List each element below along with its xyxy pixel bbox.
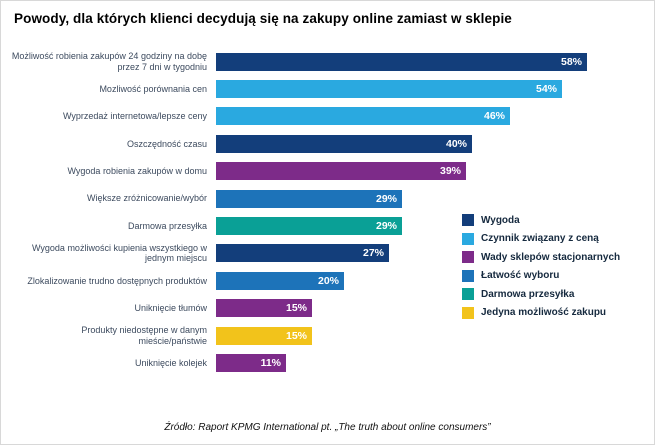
chart-row: Wyprzedaż internetowa/lepsze ceny 46% [11,103,647,130]
bar-chart: Możliwość robienia zakupów 24 godziny na… [11,48,647,377]
legend-label: Czynnik związany z ceną [481,233,599,244]
value-label: 15% [285,329,307,342]
category-label: Większe zróżnicowanie/wybór [86,193,207,204]
chart-row: Darmowa przesyłka 29% [11,212,647,239]
legend-item: Wady sklepów stacjonarnych [462,251,620,263]
chart-row: Zlokalizowanie trudno dostępnych produkt… [11,267,647,294]
bar-track: 39% [216,162,647,181]
source-caption: Źródło: Raport KPMG International pt. „T… [164,422,491,433]
value-label: 20% [317,274,339,287]
category-label: Wygoda możliwości kupienia wszystkiego w… [32,242,207,264]
chart-row: Większe zróżnicowanie/wybór 29% [11,185,647,212]
category-label: Produkty niedostępne w danym mieście/pań… [81,324,207,346]
value-label: 27% [362,247,384,260]
chart-row: Mozliwość porównania cen 54% [11,75,647,102]
category-label: Oszczędność czasu [126,138,207,149]
bar: 29% [216,189,402,208]
legend-label: Jedyna możliwość zakupu [481,307,607,318]
legend-label: Łatwość wyboru [481,270,560,281]
bar: 27% [216,244,389,263]
legend-item: Łatwość wyboru [462,269,620,282]
legend-item: Wygoda [462,214,620,226]
bar-track: 15% [216,326,647,345]
legend-item: Czynnik związany z ceną [462,232,620,245]
value-label: 29% [375,192,397,205]
legend-swatch [462,288,474,300]
category-label: Zlokalizowanie trudno dostępnych produkt… [27,275,207,286]
bar-track: 27% [216,244,647,263]
chart-row: Oszczędność czasu 40% [11,130,647,157]
chart-row: Uniknięcie kolejek 11% [11,349,647,376]
bar: 20% [216,271,344,290]
bar-track: 15% [216,299,647,318]
legend-label: Darmowa przesyłka [481,288,575,300]
chart-row: Wygoda możliwości kupienia wszystkiego w… [11,240,647,267]
legend-swatch [462,214,474,226]
legend: Wygoda Czynnik związany z ceną Wady sklepó… [462,214,620,325]
value-label: 40% [445,137,467,150]
bar-track: 29% [216,189,647,208]
bar: 46% [216,107,510,126]
category-label: Wygoda robienia zakupów w domu [67,165,208,176]
chart-row: Produkty niedostępne w danym mieście/pań… [11,322,647,349]
value-label: 15% [285,302,307,315]
bar-track: 20% [216,271,647,290]
bar: 39% [216,162,466,181]
bar: 40% [216,134,472,153]
bar-track: 46% [216,107,647,126]
value-label: 58% [560,55,582,68]
value-label: 39% [439,165,461,178]
chart-row: Wygoda robienia zakupów w domu 39% [11,158,647,185]
bar-track: 58% [216,52,647,71]
bar-track: 29% [216,217,647,236]
category-label: Darmowa przesyłka [127,220,207,231]
bar: 58% [216,52,587,71]
value-label: 46% [483,110,505,123]
legend-swatch [462,251,474,263]
bar-track: 40% [216,134,647,153]
legend-swatch [462,269,474,282]
category-label: Uniknięcie tłumów [134,302,207,313]
value-label: 29% [375,220,397,233]
value-label: 11% [260,356,281,369]
value-label: 54% [535,83,557,96]
bar: 15% [216,299,312,318]
chart-row: Możliwość robienia zakupów 24 godziny na… [11,48,647,75]
chart-row: Uniknięcie tłumów 15% [11,295,647,322]
legend-label: Wygoda [481,214,520,226]
bar: 11% [216,353,286,372]
bar: 29% [216,217,402,236]
category-label: Możliwość robienia zakupów 24 godziny na… [11,51,207,72]
legend-swatch [462,232,474,245]
bar-track: 11% [216,353,647,372]
bar-track: 54% [216,80,647,99]
bar: 15% [216,326,312,345]
legend-item: Jedyna możliwość zakupu [462,306,620,319]
legend-label: Wady sklepów stacjonarnych [481,251,621,263]
legend-swatch [462,306,474,319]
category-label: Mozliwość porównania cen [99,83,207,94]
bar: 54% [216,80,562,99]
category-label: Uniknięcie kolejek [134,357,207,368]
page-title: Powody, dla których klienci decydują się… [14,11,512,26]
legend-item: Darmowa przesyłka [462,288,620,300]
category-label: Wyprzedaż internetowa/lepsze ceny [63,111,207,122]
